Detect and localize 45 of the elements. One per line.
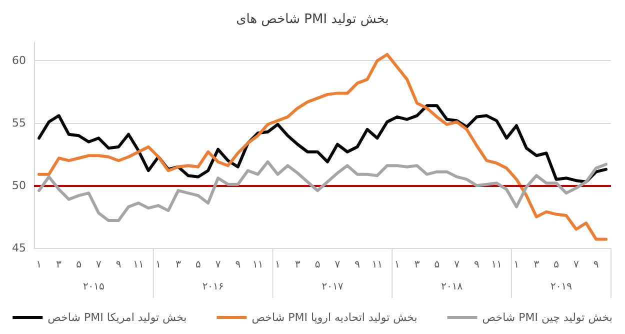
- x-tick-label: ۹: [116, 260, 122, 270]
- x-tick-label: ۱: [36, 260, 42, 270]
- y-tick-label: 50: [12, 179, 26, 192]
- x-tick-label: ۱: [156, 260, 162, 270]
- line-series: [37, 104, 608, 184]
- x-tick-label: ۳: [176, 260, 182, 270]
- y-tick-label: 45: [12, 242, 26, 254]
- x-tick-label: ۹: [474, 260, 480, 270]
- text: ۲۰۱۸: [441, 282, 464, 292]
- x-tick-label: ۱: [514, 260, 520, 270]
- y-tick-label: 55: [12, 116, 26, 130]
- x-tick-label: ۷: [454, 260, 460, 270]
- legend-label: شاخص PMI بخش تولید اتحادیه اروپا: [252, 311, 418, 324]
- x-tick-label: ۷: [334, 260, 341, 270]
- x-tick-label: ۵: [314, 260, 320, 270]
- chart-title: شاخص های PMI بخش تولید: [236, 12, 389, 27]
- line-series: [37, 160, 608, 222]
- text: ۲۰۱۶: [202, 282, 224, 292]
- x-tick-label: ۱۱: [491, 260, 502, 270]
- x-tick-label: ۵: [554, 260, 559, 270]
- x-tick-label: ۱۱: [133, 260, 144, 270]
- x-tick-label: ۳: [414, 260, 420, 270]
- x-tick-label: ۱: [394, 260, 400, 270]
- x-tick-label: ۳: [56, 260, 62, 270]
- legend-label: شاخص PMI بخش تولید امریکا: [48, 311, 187, 324]
- text: ۲۰۱۹: [550, 282, 572, 292]
- legend-label: شاخص PMI بخش تولید چین: [482, 311, 612, 324]
- text: ۲۰۱۷: [322, 282, 344, 292]
- x-tick-label: ۷: [573, 260, 580, 270]
- x-tick-label: ۹: [354, 260, 360, 270]
- x-tick-label: ۳: [534, 260, 540, 270]
- x-tick-label: ۹: [235, 260, 241, 270]
- x-tick-label: ۵: [195, 260, 201, 270]
- text: ۲۰۱۵: [82, 282, 104, 292]
- x-tick-label: ۵: [76, 260, 82, 270]
- x-tick-label: ۱: [275, 260, 280, 270]
- x-tick-label: ۱۱: [252, 260, 264, 270]
- x-tick-label: ۹: [593, 260, 599, 270]
- x-tick-label: ۵: [434, 260, 440, 270]
- line-series: [37, 52, 608, 241]
- x-tick-label: ۱۱: [372, 260, 383, 270]
- x-tick-label: ۳: [294, 260, 301, 270]
- x-tick-label: ۷: [96, 260, 102, 270]
- x-tick-label: ۷: [215, 260, 222, 270]
- y-tick-label: 60: [12, 54, 26, 68]
